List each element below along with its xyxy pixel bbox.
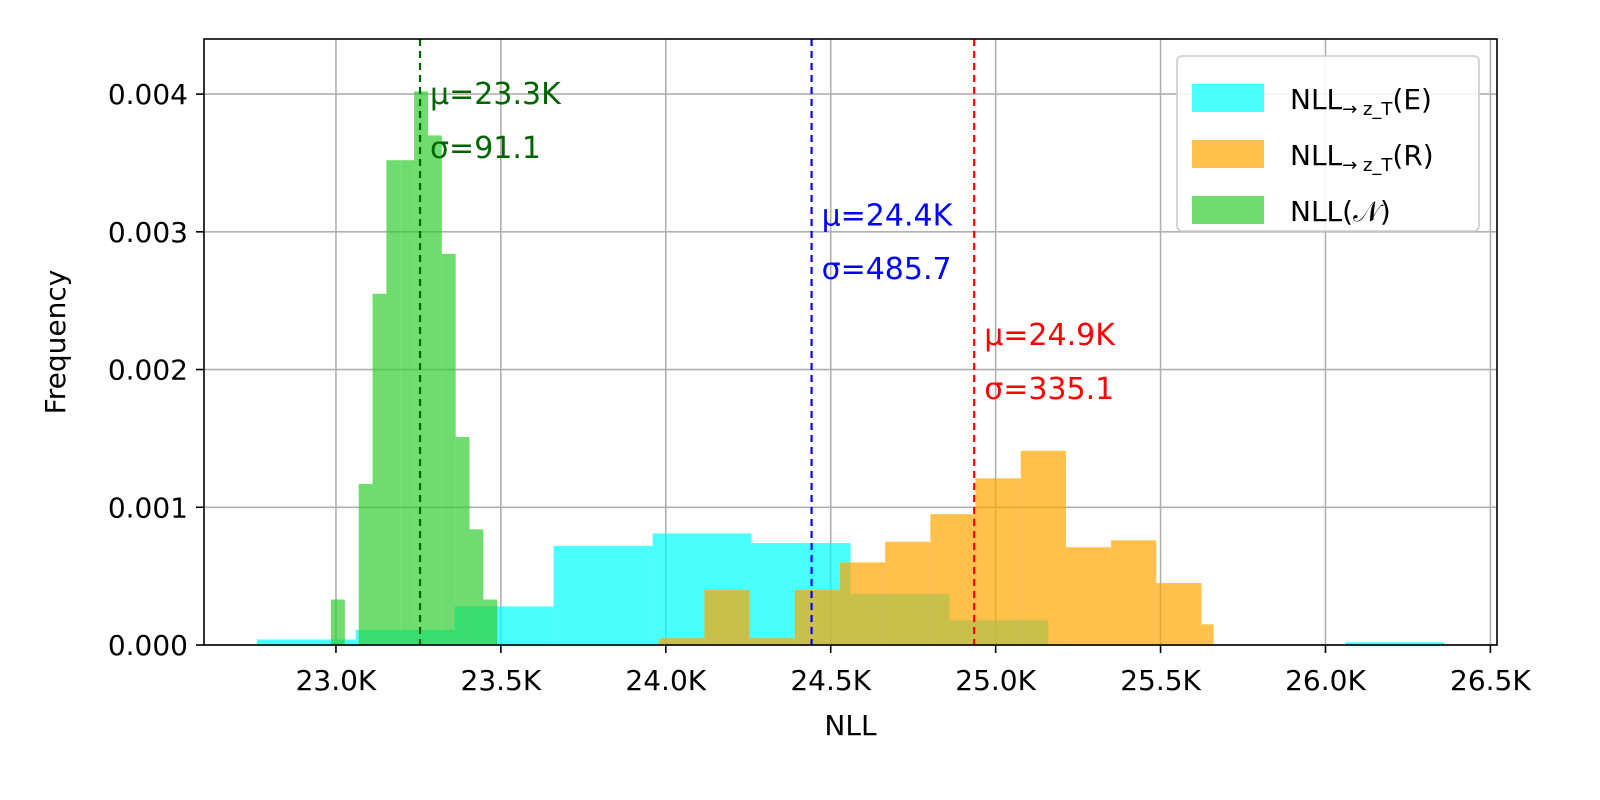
bar-R [1065,547,1112,645]
mean-lines: μ=23.3K σ=91.1 μ=24.4K σ=485.7 μ=24.9K σ=335.… [418,39,1116,645]
x-tick-label: 23.0K [296,664,377,697]
x-tick-label: 26.5K [1450,664,1531,697]
y-tick-label: 0.002 [108,354,188,387]
y-tick-label: 0.001 [108,491,188,524]
bar-R [1201,624,1214,645]
x-tick-label: 25.5K [1120,664,1201,697]
bars [256,91,1445,645]
bar-N [400,160,415,645]
bar-R [749,638,795,645]
mean-label-E: μ=24.4K [822,198,954,233]
y-tick-label: 0.003 [108,216,188,249]
legend-swatch-R [1192,140,1264,168]
bar-E [256,639,356,645]
bar-R [659,638,705,645]
x-tick-label: 25.0K [955,664,1036,697]
bar-N [441,253,456,645]
bar-R [930,514,976,645]
x-axis-label: NLL [824,709,877,742]
bar-N [358,483,373,645]
legend-label-E: NLL→ z_T(E) [1290,83,1432,120]
legend-swatch-N [1192,196,1264,224]
bar-R [885,541,931,645]
x-tick-label: 26.0K [1285,664,1366,697]
bar-R [704,589,750,645]
bar-R [794,589,840,645]
bar-N [386,160,401,645]
mean-label-N: μ=23.3K [430,77,562,112]
bar-R [1111,540,1157,645]
sigma-label-N: σ=91.1 [430,131,541,166]
bar-N [330,599,345,645]
bar-R [1020,450,1066,645]
plot-frame [203,38,1498,646]
x-tick-label: 24.0K [625,664,706,697]
bar-R [839,562,886,645]
y-axis-label: Frequency [39,270,72,415]
bar-N [483,599,498,645]
legend-swatch-E [1192,84,1264,112]
bar-E [553,545,653,645]
legend-label-R: NLL→ z_T(R) [1290,139,1434,176]
mean-label-R: μ=24.9K [984,318,1116,353]
x-tick-label: 24.5K [790,664,871,697]
y-tick-label: 0.004 [108,78,188,111]
bar-N [469,529,484,645]
sigma-label-E: σ=485.7 [822,252,952,287]
bar-R [1156,583,1202,645]
x-tick-label: 23.5K [461,664,542,697]
y-tick-label: 0.000 [108,629,188,662]
bar-E [1345,642,1445,645]
bar-N [372,293,387,645]
sigma-label-R: σ=335.1 [984,372,1114,407]
legend: NLL→ z_T(E) NLL→ z_T(R) NLL(𝒩) [1176,55,1480,232]
bar-R [975,478,1021,645]
legend-label-N: NLL(𝒩) [1290,195,1391,228]
bar-N [427,135,442,645]
bar-N [455,437,470,645]
axis-ticks: 23.0K 23.5K 24.0K 24.5K 25.0K 25.5K 26.0K 26.5K… [108,78,1532,697]
